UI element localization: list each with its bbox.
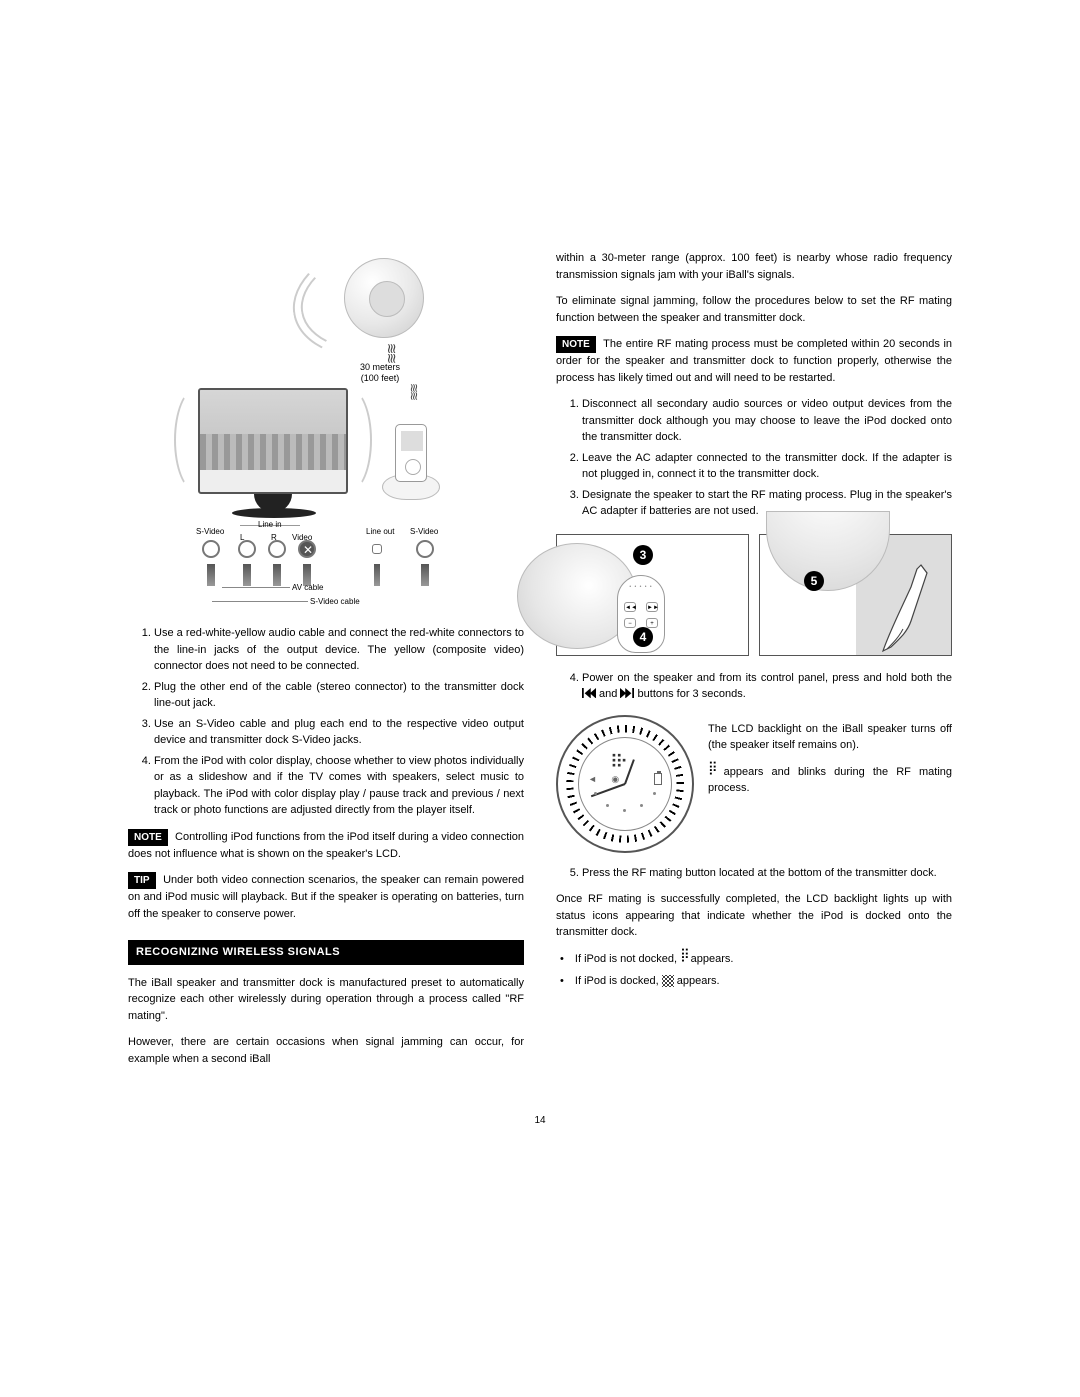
body-text: To eliminate signal jamming, follow the … (556, 293, 952, 326)
tip-text: Under both video connection scenarios, t… (128, 874, 524, 920)
skip-back-icon (582, 687, 596, 704)
tip-badge: TIP (128, 872, 156, 889)
dock-icon (382, 414, 440, 500)
body-text: The LCD backlight on the iBall speaker t… (708, 721, 952, 754)
right-step-list-c: Press the RF mating button located at th… (556, 865, 952, 882)
port-label-svideo: S-Video (196, 526, 224, 538)
svideo-cable-label: S-Video cable (310, 596, 360, 608)
list-item: Press the RF mating button located at th… (582, 865, 952, 882)
list-item: Disconnect all secondary audio sources o… (582, 396, 952, 446)
body-text: Once RF mating is successfully completed… (556, 891, 952, 941)
figure-row: 3 • • • • • ◄◄►► −+ ● 4 5 (556, 534, 952, 656)
page-number: 14 (128, 1113, 952, 1128)
body-text: However, there are certain occasions whe… (128, 1034, 524, 1067)
lcd-para2-text: appears and blinks during the RF mating … (708, 766, 952, 795)
port-label-linein: Line in (258, 519, 282, 531)
section-heading: RECOGNIZING WIRELESS SIGNALS (128, 940, 524, 965)
range-label-2: (100 feet) (361, 373, 400, 383)
figure-badge-5: 5 (804, 571, 824, 591)
left-column: ≋≋ 30 meters (100 feet) ≋≋ S-Video Line … (128, 240, 524, 1077)
note-paragraph: NOTE Controlling iPod functions from the… (128, 829, 524, 863)
docked-icon (662, 975, 674, 987)
figure-badge-3: 3 (633, 545, 653, 565)
ports-row: S-Video Line in L R Video Line out S-Vid… (196, 522, 456, 600)
list-item: Use an S-Video cable and plug each end t… (154, 716, 524, 749)
page-container: ≋≋ 30 meters (100 feet) ≋≋ S-Video Line … (128, 240, 952, 1077)
list-item: Use a red-white-yellow audio cable and c… (154, 625, 524, 675)
figure-box-right: 5 (759, 534, 952, 656)
left-step-list: Use a red-white-yellow audio cable and c… (128, 625, 524, 819)
body-text: within a 30-meter range (approx. 100 fee… (556, 250, 952, 283)
connection-diagram: ≋≋ 30 meters (100 feet) ≋≋ S-Video Line … (128, 240, 524, 605)
speaker-icon (344, 258, 424, 338)
list-item: If iPod is docked, appears. (560, 973, 952, 990)
body-text: The iBall speaker and transmitter dock i… (128, 975, 524, 1025)
tv-icon (198, 388, 348, 494)
note-text: The entire RF mating process must be com… (556, 338, 952, 384)
list-item: If iPod is not docked, ⠿⠂ appears. (560, 951, 952, 968)
lcd-block: ⠿⠂ ◄ ◉ The LCD backlight on the iBall sp… (556, 711, 952, 857)
figure-box-left: 3 • • • • • ◄◄►► −+ ● 4 (556, 534, 749, 656)
port-label-lineout: Line out (366, 526, 394, 538)
bullet1-b: appears. (688, 953, 734, 965)
range-label-1: 30 meters (360, 362, 400, 372)
av-cable-label: AV cable (292, 582, 323, 594)
lcd-icon: ⠿⠂ ◄ ◉ (556, 715, 694, 853)
tip-paragraph: TIP Under both video connection scenario… (128, 872, 524, 922)
note-text: Controlling iPod functions from the iPod… (128, 831, 524, 860)
body-text: ⠿⠂ appears and blinks during the RF mati… (708, 764, 952, 797)
right-step-list-a: Disconnect all secondary audio sources o… (556, 396, 952, 520)
bullet1-a: If iPod is not docked, (575, 953, 680, 965)
right-column: within a 30-meter range (approx. 100 fee… (556, 240, 952, 1077)
list-item: Power on the speaker and from its contro… (582, 670, 952, 703)
undocked-icon: ⠿⠂ (680, 952, 688, 965)
step4-text-b: and (596, 688, 620, 700)
right-step-list-b: Power on the speaker and from its contro… (556, 670, 952, 703)
bullet2-a: If iPod is docked, (575, 975, 662, 987)
note-badge: NOTE (128, 829, 168, 846)
figure-badge-4: 4 (633, 627, 653, 647)
list-item: Plug the other end of the cable (stereo … (154, 679, 524, 712)
note-paragraph: NOTE The entire RF mating process must b… (556, 336, 952, 386)
step4-text-c: buttons for 3 seconds. (634, 688, 745, 700)
note-badge: NOTE (556, 336, 596, 353)
bullet2-b: appears. (674, 975, 720, 987)
step4-text-a: Power on the speaker and from its contro… (582, 672, 952, 684)
list-item: Leave the AC adapter connected to the tr… (582, 450, 952, 483)
port-label-svideo2: S-Video (410, 526, 438, 538)
list-item: From the iPod with color display, choose… (154, 753, 524, 819)
blink-icon: ⠿⠂ (708, 765, 716, 778)
status-bullet-list: If iPod is not docked, ⠿⠂ appears. If iP… (556, 951, 952, 990)
hand-icon (877, 563, 947, 653)
skip-fwd-icon (620, 687, 634, 704)
